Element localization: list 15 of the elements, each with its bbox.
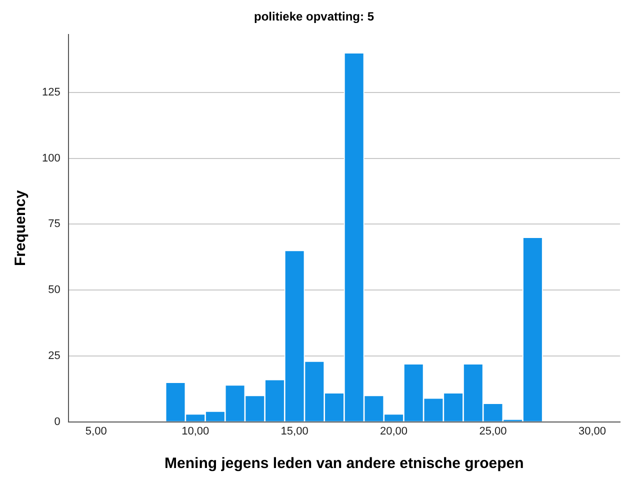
y-tick-label: 25 (48, 350, 60, 362)
y-tick-label: 75 (48, 218, 60, 230)
x-axis-title: Mening jegens leden van andere etnische groepen (164, 455, 524, 472)
y-tick-label: 100 (42, 152, 60, 164)
x-tick-label: 20,00 (380, 425, 408, 438)
x-tick-label: 30,00 (578, 425, 606, 438)
y-tick-label: 50 (48, 284, 60, 296)
y-tick-label: 125 (42, 86, 60, 98)
x-tick-label: 10,00 (182, 425, 210, 438)
x-tick-label: 25,00 (479, 425, 507, 438)
y-tick-label: 0 (54, 416, 60, 428)
x-tick-label: 5,00 (85, 425, 107, 438)
y-axis-title: Frequency (12, 190, 30, 266)
x-tick-label: 15,00 (280, 425, 308, 438)
chart-title: politieke opvatting: 5 (254, 10, 374, 24)
